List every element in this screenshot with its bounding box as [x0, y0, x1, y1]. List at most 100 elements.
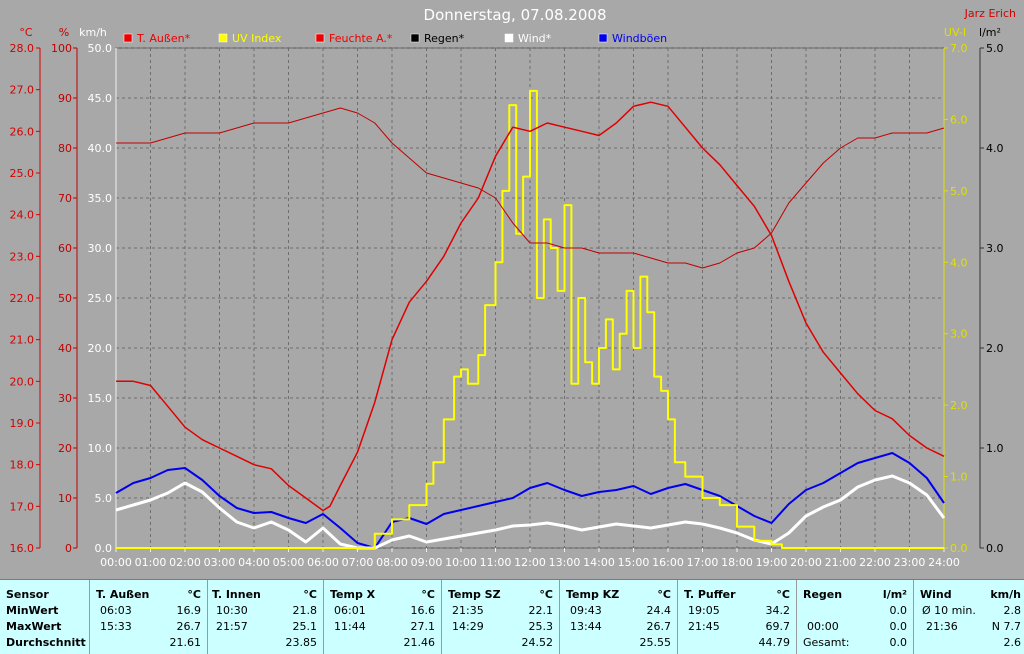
humidity-tick-label: 70: [58, 192, 72, 205]
stats-col-unit: °C: [657, 588, 671, 601]
wind-unit-label: km/h: [79, 26, 107, 39]
stats-avg-value: 21.61: [170, 636, 202, 649]
legend-label: Regen*: [424, 32, 465, 45]
legend-swatch: [124, 34, 132, 42]
legend-label: UV Index: [232, 32, 282, 45]
wind-tick-label: 30.0: [88, 242, 113, 255]
stats-max-time: 21:57: [216, 620, 248, 633]
temp-tick-label: 28.0: [10, 42, 35, 55]
stats-regen-r3-label: Gesamt:: [803, 636, 850, 649]
stats-wind-r1-val: 2.8: [1004, 604, 1022, 617]
x-tick-label: 20:00: [790, 556, 822, 569]
humidity-tick-label: 80: [58, 142, 72, 155]
stats-min-time: 06:01: [334, 604, 366, 617]
x-tick-label: 02:00: [169, 556, 201, 569]
stats-col-name: Temp X: [330, 588, 375, 601]
stats-regen-header: Regen: [803, 588, 842, 601]
humidity-tick-label: 100: [51, 42, 72, 55]
wind-tick-label: 10.0: [88, 442, 113, 455]
stats-regen-r2-time: 00:00: [807, 620, 839, 633]
wind-tick-label: 0.0: [95, 542, 113, 555]
x-tick-label: 03:00: [204, 556, 236, 569]
stats-min-value: 16.6: [411, 604, 436, 617]
humidity-tick-label: 60: [58, 242, 72, 255]
stats-row-label-min: MinWert: [6, 604, 58, 617]
humidity-tick-label: 20: [58, 442, 72, 455]
stats-col-name: Temp SZ: [448, 588, 501, 601]
x-tick-label: 16:00: [652, 556, 684, 569]
stats-min-value: 21.8: [293, 604, 318, 617]
stats-avg-value: 44.79: [759, 636, 791, 649]
x-tick-label: 10:00: [445, 556, 477, 569]
x-tick-label: 22:00: [859, 556, 891, 569]
stats-max-time: 14:29: [452, 620, 484, 633]
chart-title: Donnerstag, 07.08.2008: [424, 6, 607, 24]
stats-max-value: 69.7: [766, 620, 791, 633]
x-tick-label: 07:00: [342, 556, 374, 569]
x-tick-label: 21:00: [825, 556, 857, 569]
legend-swatch: [411, 34, 419, 42]
x-tick-label: 14:00: [583, 556, 615, 569]
rain-tick-label: 2.0: [986, 342, 1004, 355]
temp-tick-label: 23.0: [10, 250, 35, 263]
stats-row-label-max: MaxWert: [6, 620, 61, 633]
temp-tick-label: 19.0: [10, 417, 35, 430]
wind-tick-label: 20.0: [88, 342, 113, 355]
stats-max-value: 27.1: [411, 620, 436, 633]
uv-tick-label: 0.0: [950, 542, 968, 555]
stats-max-value: 25.1: [293, 620, 318, 633]
legend-swatch: [219, 34, 227, 42]
legend-swatch: [316, 34, 324, 42]
wind-tick-label: 45.0: [88, 92, 113, 105]
temp-tick-label: 24.0: [10, 209, 35, 222]
wind-tick-label: 35.0: [88, 192, 113, 205]
uv-tick-label: 3.0: [950, 328, 968, 341]
stats-col-name: T. Innen: [212, 588, 261, 601]
humidity-tick-label: 10: [58, 492, 72, 505]
wind-tick-label: 5.0: [95, 492, 113, 505]
stats-min-time: 09:43: [570, 604, 602, 617]
stats-col-unit: °C: [421, 588, 435, 601]
stats-sensor-header: Sensor: [6, 588, 49, 601]
stats-wind-col: Wind km/h Ø 10 min. 2.8 21:36 N 7.7 2.6: [914, 580, 1024, 654]
x-tick-label: 09:00: [411, 556, 443, 569]
stats-max-value: 25.3: [529, 620, 554, 633]
x-tick-label: 00:00: [100, 556, 132, 569]
stats-max-value: 26.7: [177, 620, 202, 633]
stats-col-name: T. Puffer: [684, 588, 736, 601]
stats-regen-r3-val: 0.0: [890, 636, 908, 649]
x-tick-label: 01:00: [135, 556, 167, 569]
wind-tick-label: 15.0: [88, 392, 113, 405]
x-tick-label: 11:00: [480, 556, 512, 569]
temp-tick-label: 20.0: [10, 375, 35, 388]
stats-regen-col: Regen l/m² 0.0 00:00 0.0 Gesamt: 0.0: [797, 580, 914, 654]
stats-min-time: 10:30: [216, 604, 248, 617]
legend-swatch: [505, 34, 513, 42]
legend-swatch: [599, 34, 607, 42]
wind-tick-label: 50.0: [88, 42, 113, 55]
author-label: Jarz Erich: [964, 7, 1016, 20]
stats-wind-r2-time: 21:36: [926, 620, 958, 633]
humidity-tick-label: 40: [58, 342, 72, 355]
stats-max-time: 11:44: [334, 620, 366, 633]
stats-avg-value: 23.85: [286, 636, 318, 649]
x-tick-label: 15:00: [618, 556, 650, 569]
temp-tick-label: 22.0: [10, 292, 35, 305]
stats-sensor-col: Sensor MinWert MaxWert Durchschnitt: [0, 580, 90, 654]
rain-tick-label: 3.0: [986, 242, 1004, 255]
stats-wind-r3-val: 2.6: [1004, 636, 1022, 649]
stats-avg-value: 24.52: [522, 636, 554, 649]
stats-wind-header: Wind: [920, 588, 952, 601]
uv-tick-label: 4.0: [950, 256, 968, 269]
stats-row-label-avg: Durchschnitt: [6, 636, 86, 649]
stats-regen-r2-val: 0.0: [890, 620, 908, 633]
stats-regen-r1-val: 0.0: [890, 604, 908, 617]
stats-col-unit: °C: [303, 588, 317, 601]
uv-tick-label: 1.0: [950, 471, 968, 484]
